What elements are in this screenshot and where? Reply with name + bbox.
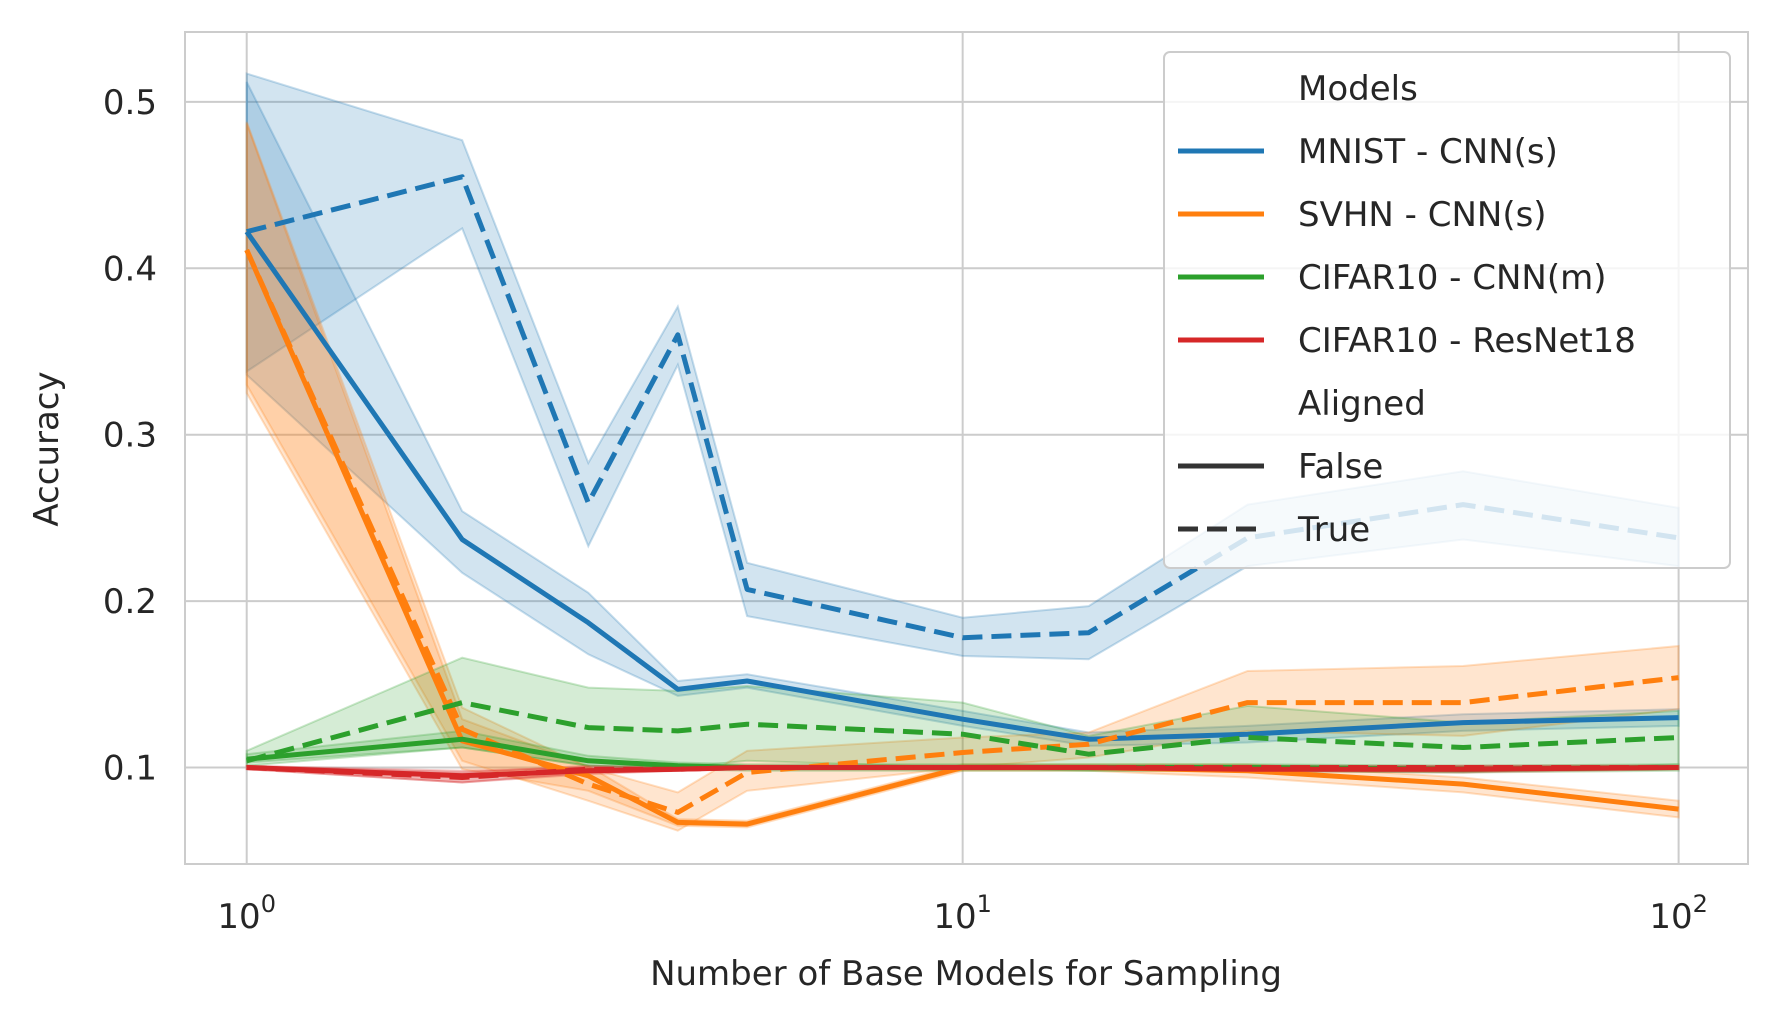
y-tick-label: 0.3 bbox=[103, 416, 157, 456]
confidence-band bbox=[245, 123, 1680, 829]
series-lines bbox=[244, 174, 1679, 827]
series-line bbox=[244, 230, 1679, 742]
series-line bbox=[246, 765, 1679, 780]
plot-frame bbox=[184, 31, 1749, 865]
legend-models-title-label: Models bbox=[1298, 69, 1418, 109]
legend-entry-label: MNIST - CNN(s) bbox=[1298, 132, 1558, 172]
confidence-band bbox=[245, 121, 1680, 832]
y-tick-label: 0.4 bbox=[103, 249, 157, 289]
legend-entry-label: CIFAR10 - CNN(m) bbox=[1298, 258, 1607, 298]
x-tick-label: 100 bbox=[217, 890, 276, 937]
legend-entry-label: CIFAR10 - ResNet18 bbox=[1298, 321, 1636, 361]
legend: Models MNIST - CNN(s) SVHN - CNN(s) CIFAR10… bbox=[1163, 51, 1731, 569]
y-axis-label: Accuracy bbox=[27, 371, 67, 526]
axes-frame bbox=[184, 31, 1749, 865]
y-tick-label: 0.5 bbox=[103, 83, 157, 123]
series-line bbox=[244, 248, 1679, 815]
legend-style-entry-label: False bbox=[1298, 447, 1383, 487]
legend-aligned-title-label: Aligned bbox=[1298, 384, 1426, 424]
legend-entry-label: SVHN - CNN(s) bbox=[1298, 195, 1547, 235]
legend-box bbox=[1163, 51, 1731, 569]
tick-labels: 0.1 0.2 0.3 0.4 0.5 100 101 102 bbox=[103, 83, 1708, 937]
x-axis-label: Number of Base Models for Sampling bbox=[650, 954, 1282, 994]
confidence-band bbox=[245, 656, 1680, 774]
y-tick-label: 0.2 bbox=[103, 582, 157, 622]
confidence-band bbox=[245, 81, 1680, 747]
x-tick-label: 101 bbox=[933, 890, 992, 937]
x-tick-label: 102 bbox=[1649, 890, 1708, 937]
series-line bbox=[246, 700, 1679, 764]
y-tick-label: 0.1 bbox=[103, 748, 157, 788]
legend-style-entry-label: True bbox=[1297, 510, 1370, 550]
